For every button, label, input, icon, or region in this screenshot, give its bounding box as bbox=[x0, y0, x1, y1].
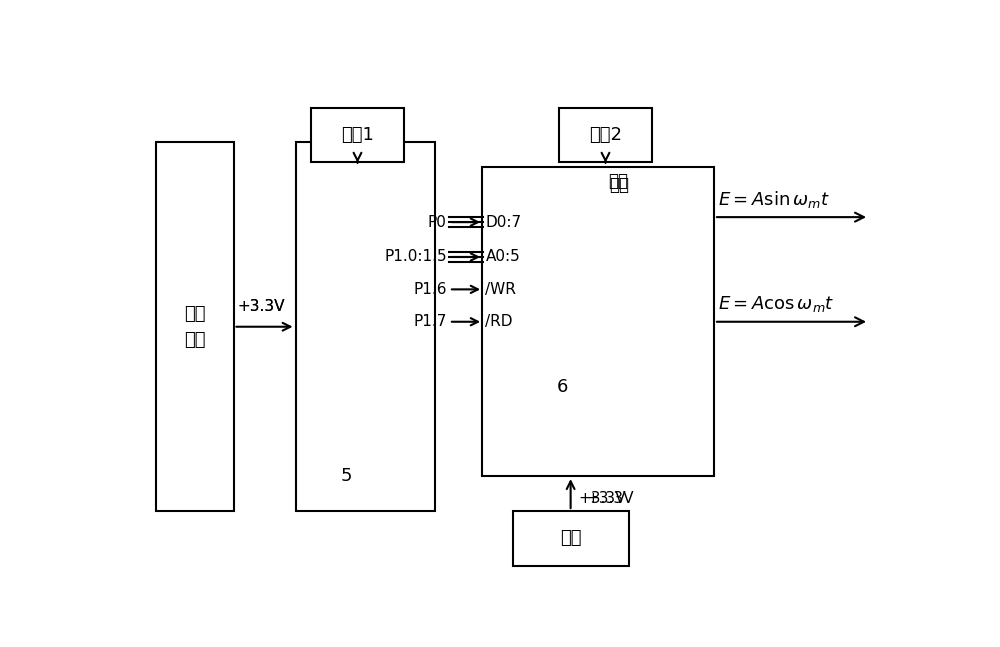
Text: +3.3V: +3.3V bbox=[237, 300, 285, 314]
Text: /RD: /RD bbox=[485, 314, 513, 329]
Text: 晶振1: 晶振1 bbox=[341, 126, 374, 144]
Text: D0:7: D0:7 bbox=[485, 215, 522, 230]
Text: 5: 5 bbox=[340, 467, 352, 485]
Text: $E = A\cos\omega_m t$: $E = A\cos\omega_m t$ bbox=[718, 294, 834, 314]
Text: 恒温: 恒温 bbox=[609, 171, 629, 190]
Text: P1.7: P1.7 bbox=[413, 314, 447, 329]
Text: +3.3V: +3.3V bbox=[237, 300, 285, 314]
Text: P0: P0 bbox=[428, 215, 447, 230]
Text: 恒温: 恒温 bbox=[609, 176, 629, 193]
Text: $E = A\sin\omega_m t$: $E = A\sin\omega_m t$ bbox=[718, 189, 830, 210]
Bar bbox=[311, 107, 404, 162]
Text: 电源: 电源 bbox=[560, 529, 581, 547]
Bar bbox=[482, 168, 714, 476]
Bar bbox=[559, 107, 652, 162]
Text: 6: 6 bbox=[557, 377, 569, 395]
Text: +3.3V: +3.3V bbox=[586, 491, 634, 506]
Text: 晶振2: 晶振2 bbox=[589, 126, 622, 144]
Bar bbox=[156, 142, 234, 511]
Text: /WR: /WR bbox=[485, 282, 516, 297]
Text: +3.3V: +3.3V bbox=[578, 491, 626, 506]
Text: P1.6: P1.6 bbox=[413, 282, 447, 297]
Text: A0:5: A0:5 bbox=[485, 250, 520, 265]
Text: 电源
模块: 电源 模块 bbox=[184, 305, 206, 349]
Bar bbox=[512, 511, 629, 566]
Text: P1.0:1.5: P1.0:1.5 bbox=[384, 250, 447, 265]
Bar bbox=[296, 142, 435, 511]
